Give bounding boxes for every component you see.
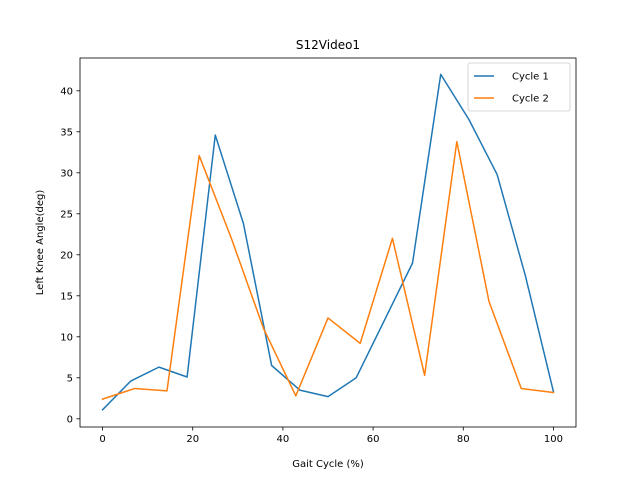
x-tick-label: 40 bbox=[277, 434, 290, 445]
y-tick-label: 35 bbox=[60, 127, 73, 138]
y-tick-label: 15 bbox=[60, 291, 73, 302]
legend-label-cycle-2: Cycle 2 bbox=[512, 94, 549, 105]
x-axis-ticks: 0 20 40 60 80 100 bbox=[99, 427, 563, 445]
x-tick-label: 80 bbox=[457, 434, 470, 445]
y-tick-label: 20 bbox=[60, 250, 73, 261]
y-tick-label: 25 bbox=[60, 209, 73, 220]
x-tick-label: 60 bbox=[367, 434, 380, 445]
legend: Cycle 1 Cycle 2 bbox=[467, 62, 571, 112]
x-tick-label: 20 bbox=[186, 434, 199, 445]
series-layer bbox=[101, 73, 555, 411]
x-tick-label: 0 bbox=[99, 434, 105, 445]
y-tick-label: 30 bbox=[60, 168, 73, 179]
plot-area bbox=[80, 58, 576, 427]
legend-entries: Cycle 1 Cycle 2 bbox=[474, 72, 549, 105]
legend-label-cycle-1: Cycle 1 bbox=[512, 72, 549, 83]
y-axis-ticks: 0 5 10 15 20 25 30 35 40 bbox=[60, 86, 80, 425]
y-tick-label: 0 bbox=[67, 414, 73, 425]
axes-frame bbox=[79, 57, 577, 428]
y-tick-label: 10 bbox=[60, 332, 73, 343]
x-tick-label: 100 bbox=[544, 434, 563, 445]
x-axis-label: Gait Cycle (%) bbox=[292, 459, 364, 470]
legend-box bbox=[467, 62, 571, 112]
y-tick-label: 5 bbox=[67, 373, 73, 384]
y-axis-label: Left Knee Angle(deg) bbox=[35, 190, 46, 296]
chart-title: S12Video1 bbox=[296, 38, 360, 52]
series-line-cycle-2 bbox=[101, 140, 555, 401]
series-line-cycle-1 bbox=[101, 73, 555, 411]
y-tick-label: 40 bbox=[60, 86, 73, 97]
